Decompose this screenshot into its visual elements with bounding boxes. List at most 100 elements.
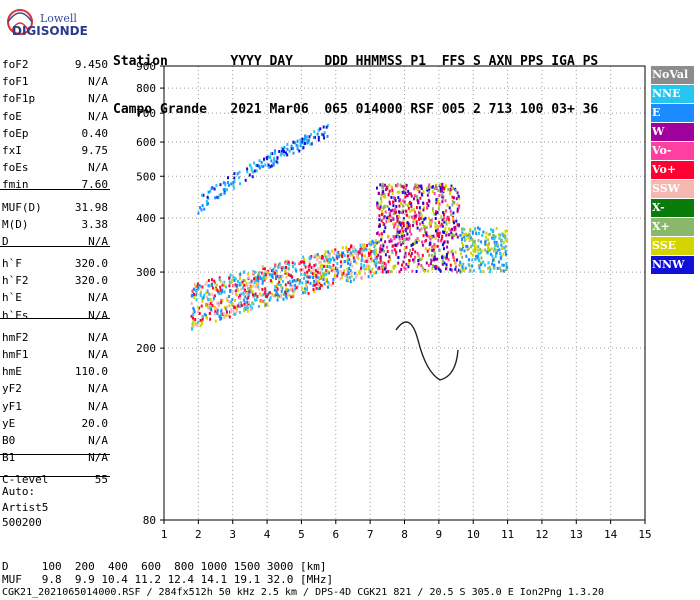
echo-point [416, 226, 419, 230]
echo-point [284, 294, 287, 298]
echo-point [195, 293, 198, 297]
echo-point [429, 257, 432, 261]
echo-point [216, 283, 218, 287]
echo-point [442, 211, 445, 215]
echo-point [207, 284, 210, 288]
echo-point [426, 249, 429, 253]
echo-point [198, 286, 201, 290]
echo-point [234, 283, 237, 287]
echo-point [392, 204, 395, 208]
echo-point [445, 217, 448, 221]
echo-point [376, 206, 379, 210]
echo-point [504, 245, 507, 248]
echo-point [360, 262, 363, 266]
echo-point [379, 205, 382, 209]
echo-point [447, 227, 450, 231]
echo-point [256, 164, 259, 168]
echo-point [465, 232, 468, 236]
echo-point [342, 260, 345, 264]
echo-point [382, 206, 385, 210]
echo-point [251, 301, 253, 305]
echo-point [420, 217, 423, 221]
echo-point [433, 243, 436, 247]
echo-point [405, 209, 407, 213]
echo-point [384, 195, 387, 199]
echo-point [316, 258, 319, 262]
echo-point [453, 234, 456, 238]
echo-point [487, 247, 489, 251]
echo-point [506, 265, 509, 269]
echo-point [379, 258, 382, 262]
echo-point [468, 239, 471, 242]
echo-point [296, 285, 299, 289]
echo-point [445, 267, 447, 271]
echo-point [294, 287, 296, 291]
echo-point [287, 273, 290, 277]
echo-point [214, 281, 217, 285]
echo-point [456, 258, 458, 262]
echo-point [307, 275, 310, 279]
echo-point [235, 307, 238, 311]
echo-point [407, 206, 410, 210]
echo-point [446, 252, 448, 256]
echo-point [283, 150, 285, 153]
echo-point [380, 248, 383, 252]
echo-point [305, 138, 308, 142]
echo-point [435, 198, 438, 202]
echo-point [379, 224, 381, 228]
echo-point [219, 288, 222, 292]
echo-point [500, 238, 503, 242]
echo-point [434, 212, 437, 216]
legend-item-e: E [651, 104, 694, 122]
echo-point [403, 200, 406, 204]
echo-point [402, 217, 405, 221]
echo-point [455, 265, 457, 269]
y-tick-label: 700 [136, 107, 156, 120]
echo-point [228, 276, 231, 280]
echo-point [271, 273, 274, 277]
echo-point [318, 284, 320, 288]
echo-point [463, 227, 466, 231]
echo-point [418, 206, 421, 210]
echo-point [394, 207, 397, 211]
echo-point [421, 253, 424, 257]
echo-point [431, 267, 434, 271]
echo-point [385, 220, 388, 224]
echo-point [223, 316, 226, 320]
echo-point [376, 241, 378, 245]
echo-point [423, 206, 425, 210]
echo-point [369, 253, 371, 257]
echo-point [456, 223, 459, 227]
echo-point [207, 306, 210, 310]
echo-point [421, 243, 424, 247]
echo-point [233, 306, 236, 309]
trace-curve [395, 321, 459, 381]
echo-point [419, 196, 422, 200]
echo-point [258, 292, 261, 296]
echo-point [332, 281, 335, 285]
echo-point [414, 250, 417, 254]
echo-point [406, 226, 409, 230]
echo-point [413, 260, 416, 264]
echo-point [246, 284, 249, 288]
echo-point [207, 279, 210, 282]
echo-point [396, 228, 399, 232]
echo-point [280, 266, 283, 270]
param-name: hmE [2, 365, 22, 379]
echo-point [243, 302, 246, 306]
echo-point [248, 276, 251, 280]
echo-point [413, 258, 416, 262]
echo-point [272, 293, 275, 297]
echo-point [435, 187, 438, 190]
echo-point [474, 250, 477, 253]
echo-point [418, 190, 421, 194]
echo-point [321, 274, 324, 277]
echo-point [437, 207, 440, 210]
echo-point [224, 183, 227, 187]
echo-point [220, 192, 223, 196]
echo-point [407, 203, 410, 207]
echo-point [290, 144, 293, 148]
echo-point [471, 243, 474, 247]
echo-point [325, 277, 328, 281]
echo-point [347, 258, 350, 262]
